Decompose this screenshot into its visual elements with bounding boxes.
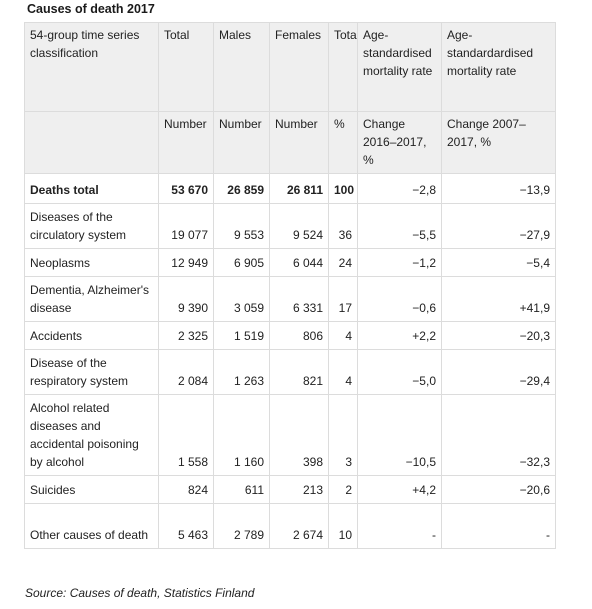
cell-total: 5 463 [158,503,214,549]
cell-females: 821 [269,349,329,395]
cell-females: 398 [269,394,329,476]
table-row-total: Deaths total 53 670 26 859 26 811 100 −2… [24,173,556,204]
cell-change-10y: - [441,503,556,549]
causes-of-death-table: 54-group time series classification Tota… [24,22,556,549]
cell-cause: Disease of the respiratory system [24,349,159,395]
header-total-pct: Total [328,22,358,112]
table-body: Deaths total 53 670 26 859 26 811 100 −2… [24,173,556,549]
header-age-std-rate-1: Age-standardised mortality rate [357,22,442,112]
cell-males: 1 519 [213,321,270,350]
table-row: Neoplasms 12 949 6 905 6 044 24 −1,2 −5,… [24,248,556,277]
table-row: Dementia, Alzheimer's disease 9 390 3 05… [24,276,556,322]
cell-cause: Accidents [24,321,159,350]
cell-pct: 2 [328,475,358,504]
cell-change-10y: +41,9 [441,276,556,322]
cell-females: 806 [269,321,329,350]
cell-cause: Other causes of death [24,503,159,549]
table-row: Suicides 824 611 213 2 +4,2 −20,6 [24,475,556,504]
cell-pct: 17 [328,276,358,322]
cell-total: 1 558 [158,394,214,476]
header-classification: 54-group time series classification [24,22,159,112]
cell-change-10y: −27,9 [441,203,556,249]
cell-change-10y: −5,4 [441,248,556,277]
cell-pct: 4 [328,321,358,350]
cell-pct: 4 [328,349,358,395]
cell-change-1y: - [357,503,442,549]
cell-males: 3 059 [213,276,270,322]
cell-change-1y: −1,2 [357,248,442,277]
cell-females: 213 [269,475,329,504]
table-row: Diseases of the circulatory system 19 07… [24,203,556,249]
cell-males: 9 553 [213,203,270,249]
cell-total: 19 077 [158,203,214,249]
header-unit-change-10y: Change 2007–2017, % [441,111,556,174]
table-row: Disease of the respiratory system 2 084 … [24,349,556,395]
cell-change-10y: −13,9 [441,173,556,204]
cell-cause: Deaths total [24,173,159,204]
cell-total: 2 084 [158,349,214,395]
header-unit-number: Number [269,111,329,174]
source-note: Source: Causes of death, Statistics Finl… [25,586,255,600]
cell-change-1y: +4,2 [357,475,442,504]
cell-cause: Neoplasms [24,248,159,277]
cell-pct: 24 [328,248,358,277]
header-age-std-rate-2: Age-standardardised mortality rate [441,22,556,112]
cell-change-10y: −29,4 [441,349,556,395]
header-males: Males [213,22,270,112]
cell-cause: Alcohol related diseases and accidental … [24,394,159,476]
table-header: 54-group time series classification Tota… [24,22,556,174]
cell-change-10y: −32,3 [441,394,556,476]
table-row: Accidents 2 325 1 519 806 4 +2,2 −20,3 [24,321,556,350]
header-row-labels: 54-group time series classification Tota… [24,22,556,112]
cell-pct: 100 [328,173,358,204]
cell-change-10y: −20,6 [441,475,556,504]
cell-total: 53 670 [158,173,214,204]
header-unit-empty [24,111,159,174]
cell-females: 9 524 [269,203,329,249]
header-row-units: Number Number Number % Change 2016–2017,… [24,111,556,174]
cell-females: 6 331 [269,276,329,322]
cell-males: 611 [213,475,270,504]
cell-change-1y: −10,5 [357,394,442,476]
cell-total: 12 949 [158,248,214,277]
header-unit-number: Number [158,111,214,174]
cell-change-1y: +2,2 [357,321,442,350]
cell-total: 824 [158,475,214,504]
header-unit-number: Number [213,111,270,174]
cell-pct: 36 [328,203,358,249]
cell-males: 6 905 [213,248,270,277]
cell-females: 26 811 [269,173,329,204]
cell-total: 2 325 [158,321,214,350]
cell-change-1y: −2,8 [357,173,442,204]
cell-change-10y: −20,3 [441,321,556,350]
cell-pct: 10 [328,503,358,549]
cell-females: 2 674 [269,503,329,549]
cell-cause: Diseases of the circulatory system [24,203,159,249]
cell-pct: 3 [328,394,358,476]
header-unit-pct: % [328,111,358,174]
cell-cause: Suicides [24,475,159,504]
cell-males: 2 789 [213,503,270,549]
cell-change-1y: −5,0 [357,349,442,395]
header-unit-change-1y: Change 2016–2017, % [357,111,442,174]
table-row: Other causes of death 5 463 2 789 2 674 … [24,503,556,549]
cell-total: 9 390 [158,276,214,322]
table-row: Alcohol related diseases and accidental … [24,394,556,476]
cell-cause: Dementia, Alzheimer's disease [24,276,159,322]
cell-males: 1 160 [213,394,270,476]
cell-change-1y: −0,6 [357,276,442,322]
cell-males: 1 263 [213,349,270,395]
header-total: Total [158,22,214,112]
cell-change-1y: −5,5 [357,203,442,249]
cell-males: 26 859 [213,173,270,204]
cell-females: 6 044 [269,248,329,277]
header-females: Females [269,22,329,112]
table-title: Causes of death 2017 [27,2,155,16]
